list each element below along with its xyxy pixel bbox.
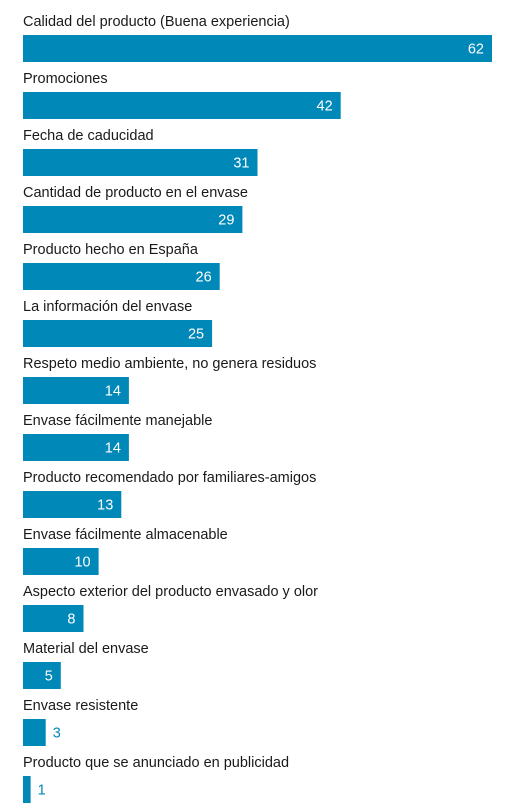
value-label: 29 <box>218 213 234 229</box>
bar <box>23 35 492 62</box>
value-label: 13 <box>97 498 113 514</box>
value-label: 1 <box>38 783 46 799</box>
category-label: Aspecto exterior del producto envasado y… <box>23 584 318 600</box>
value-label: 14 <box>105 384 121 400</box>
bar <box>23 662 61 689</box>
bar <box>23 263 220 290</box>
bar <box>23 548 99 575</box>
value-label: 62 <box>468 42 484 58</box>
value-label: 31 <box>233 156 249 172</box>
category-label: Fecha de caducidad <box>23 128 154 144</box>
value-label: 26 <box>196 270 212 286</box>
value-label: 3 <box>53 726 61 742</box>
value-label: 25 <box>188 327 204 343</box>
value-label: 14 <box>105 441 121 457</box>
category-label: Envase fácilmente almacenable <box>23 527 228 543</box>
bar <box>23 320 213 347</box>
bar <box>23 491 122 518</box>
bar <box>23 149 258 176</box>
category-label: Respeto medio ambiente, no genera residu… <box>23 356 316 372</box>
value-label: 5 <box>45 669 53 685</box>
category-label: Producto recomendado por familiares-amig… <box>23 470 316 486</box>
bar <box>23 206 243 233</box>
category-label: Cantidad de producto en el envase <box>23 185 248 201</box>
category-label: Material del envase <box>23 641 149 657</box>
category-label: Envase fácilmente manejable <box>23 413 212 429</box>
value-label: 8 <box>67 612 75 628</box>
category-label: Producto que se anunciado en publicidad <box>23 755 289 771</box>
category-label: Producto hecho en España <box>23 242 199 258</box>
bar <box>23 377 129 404</box>
bar <box>23 719 46 746</box>
value-label: 10 <box>74 555 90 571</box>
category-label: La información del envase <box>23 299 192 315</box>
category-label: Calidad del producto (Buena experiencia) <box>23 14 290 30</box>
bar <box>23 605 84 632</box>
bar <box>23 776 31 803</box>
bar <box>23 434 129 461</box>
category-label: Envase resistente <box>23 698 138 714</box>
value-label: 42 <box>317 99 333 115</box>
bar <box>23 92 341 119</box>
category-label: Promociones <box>23 71 108 87</box>
